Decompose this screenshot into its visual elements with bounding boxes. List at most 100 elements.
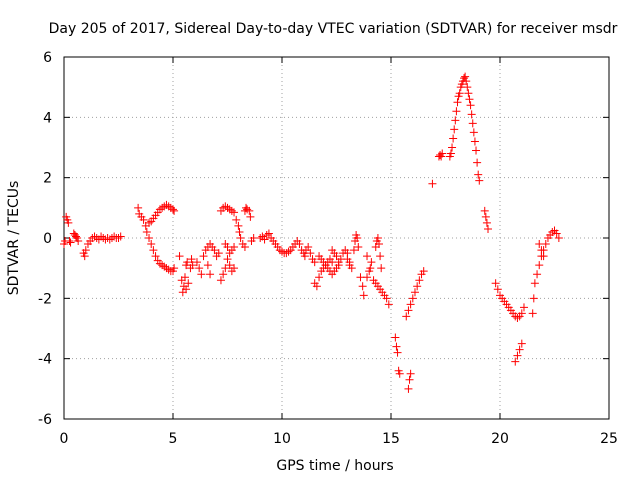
data-point: [197, 270, 206, 279]
data-point: [529, 294, 538, 303]
y-tick-label: -2: [38, 291, 52, 307]
data-point: [230, 264, 239, 273]
data-point: [436, 151, 445, 160]
x-tick-label: 15: [382, 431, 400, 447]
data-point: [145, 234, 154, 242]
data-point: [147, 240, 156, 249]
data-point: [184, 279, 193, 288]
data-point: [358, 282, 367, 291]
data-point: [461, 72, 470, 81]
data-point: [467, 110, 476, 119]
data-point: [81, 246, 90, 255]
data-point: [310, 258, 319, 267]
data-point: [223, 255, 232, 264]
data-point: [452, 107, 461, 116]
data-point: [482, 218, 491, 227]
data-point: [221, 264, 230, 273]
data-point: [182, 285, 191, 294]
data-point: [448, 143, 457, 152]
data-point: [149, 246, 158, 255]
grid-lines: [64, 57, 609, 419]
data-point: [415, 276, 424, 285]
data-point: [517, 309, 526, 318]
data-point: [169, 205, 177, 214]
data-point: [384, 300, 393, 309]
x-tick-label: 0: [60, 431, 69, 447]
data-point: [375, 240, 384, 249]
data-point: [376, 252, 385, 261]
data-point: [382, 294, 391, 303]
data-point: [475, 176, 484, 185]
data-point: [71, 232, 80, 241]
data-point: [469, 128, 478, 137]
data-point: [240, 243, 249, 252]
data-point: [406, 369, 415, 378]
data-point: [199, 252, 208, 261]
data-point: [493, 285, 502, 294]
data-point: [537, 246, 546, 255]
data-points: [60, 72, 563, 393]
data-point: [134, 203, 143, 212]
y-tick-label: 6: [43, 50, 52, 66]
data-point: [528, 309, 537, 318]
data-point: [535, 240, 544, 249]
data-point: [455, 89, 464, 98]
data-point: [530, 279, 539, 288]
data-point: [552, 229, 561, 238]
x-axis-label: GPS time / hours: [276, 458, 393, 474]
data-point: [206, 270, 215, 279]
data-point: [472, 146, 481, 155]
data-point: [462, 77, 471, 86]
data-point: [405, 375, 414, 384]
data-point: [450, 125, 459, 134]
chart-title: Day 205 of 2017, Sidereal Day-to-day VTE…: [49, 21, 618, 37]
data-point: [216, 276, 225, 285]
data-point: [410, 288, 419, 297]
data-point: [402, 312, 411, 321]
data-point: [517, 339, 526, 348]
data-point: [513, 351, 522, 360]
data-point: [139, 215, 148, 224]
data-point: [515, 345, 524, 354]
y-tick-label: -4: [38, 352, 52, 368]
y-tick-label: 4: [43, 110, 52, 126]
data-point: [66, 238, 75, 247]
data-point: [334, 258, 343, 267]
data-point: [406, 300, 415, 309]
x-tick-label: 5: [169, 431, 178, 447]
data-point: [246, 212, 255, 221]
data-point: [64, 218, 73, 227]
data-point: [203, 261, 212, 270]
y-tick-label: 2: [43, 171, 52, 187]
data-point: [284, 247, 293, 256]
data-point: [554, 234, 563, 242]
data-point: [65, 237, 74, 246]
data-point: [519, 303, 528, 312]
data-point: [491, 279, 500, 288]
data-point: [366, 264, 375, 273]
data-point: [245, 206, 254, 215]
data-point: [192, 258, 201, 267]
data-point: [449, 134, 458, 143]
data-point: [359, 291, 368, 300]
data-point: [312, 282, 321, 291]
x-tick-label: 10: [273, 431, 291, 447]
data-point: [234, 221, 243, 230]
data-point: [347, 264, 356, 273]
data-point: [480, 206, 489, 215]
data-point: [151, 252, 160, 261]
y-tick-label: 0: [43, 231, 52, 247]
data-point: [236, 234, 245, 242]
data-point: [453, 98, 462, 107]
data-point: [404, 384, 413, 393]
data-point: [463, 83, 472, 92]
data-point: [404, 306, 413, 315]
data-point: [470, 137, 479, 146]
data-point: [438, 149, 447, 158]
data-point: [513, 313, 522, 322]
data-point: [393, 348, 402, 357]
data-point: [391, 333, 400, 342]
data-point: [232, 215, 241, 224]
data-point: [511, 357, 520, 366]
data-point: [465, 95, 474, 104]
